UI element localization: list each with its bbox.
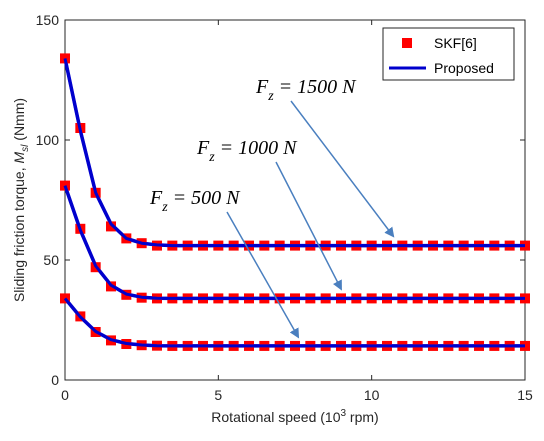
legend: SKF[6] Proposed (382, 27, 515, 81)
annotation-arrow (275, 161, 342, 291)
load-annotation: Fz = 1000 N (196, 137, 298, 165)
x-tick-label: 5 (214, 387, 222, 403)
x-tick-label: 0 (61, 387, 69, 403)
annotations: Fz = 1500 N Fz = 1000 N Fz = 500 N (149, 76, 395, 339)
legend-skf-label: SKF[6] (434, 35, 477, 51)
annotation-arrow (290, 100, 395, 238)
load-annotation: Fz = 500 N (149, 187, 241, 215)
proposed-line-overlay-0 (63, 58, 525, 248)
annotation-arrow (226, 211, 300, 339)
skf-point (106, 221, 116, 232)
y-tick-labels: 0 50 100 150 (36, 12, 60, 388)
x-tick-label: 15 (517, 387, 533, 403)
series-markers (60, 53, 530, 351)
legend-skf-marker (402, 38, 412, 48)
y-axis-label: Sliding friction torque, Msl (Nmm) (11, 98, 31, 302)
proposed-line-overlay-1 (63, 185, 525, 300)
legend-proposed-label: Proposed (434, 60, 494, 76)
load-annotation: Fz = 1500 N (255, 76, 357, 104)
x-tick-labels: 0 5 10 15 (61, 387, 533, 403)
proposed-line-overlay-2 (63, 297, 525, 348)
legend-box (382, 27, 515, 81)
x-axis-label: Rotational speed (103 rpm) (211, 408, 378, 425)
y-tick-label: 0 (51, 372, 59, 388)
y-tick-label: 150 (36, 12, 60, 28)
axis-ticks (64, 19, 526, 381)
y-tick-label: 100 (36, 132, 60, 148)
y-tick-label: 50 (43, 252, 59, 268)
x-tick-label: 10 (364, 387, 380, 403)
